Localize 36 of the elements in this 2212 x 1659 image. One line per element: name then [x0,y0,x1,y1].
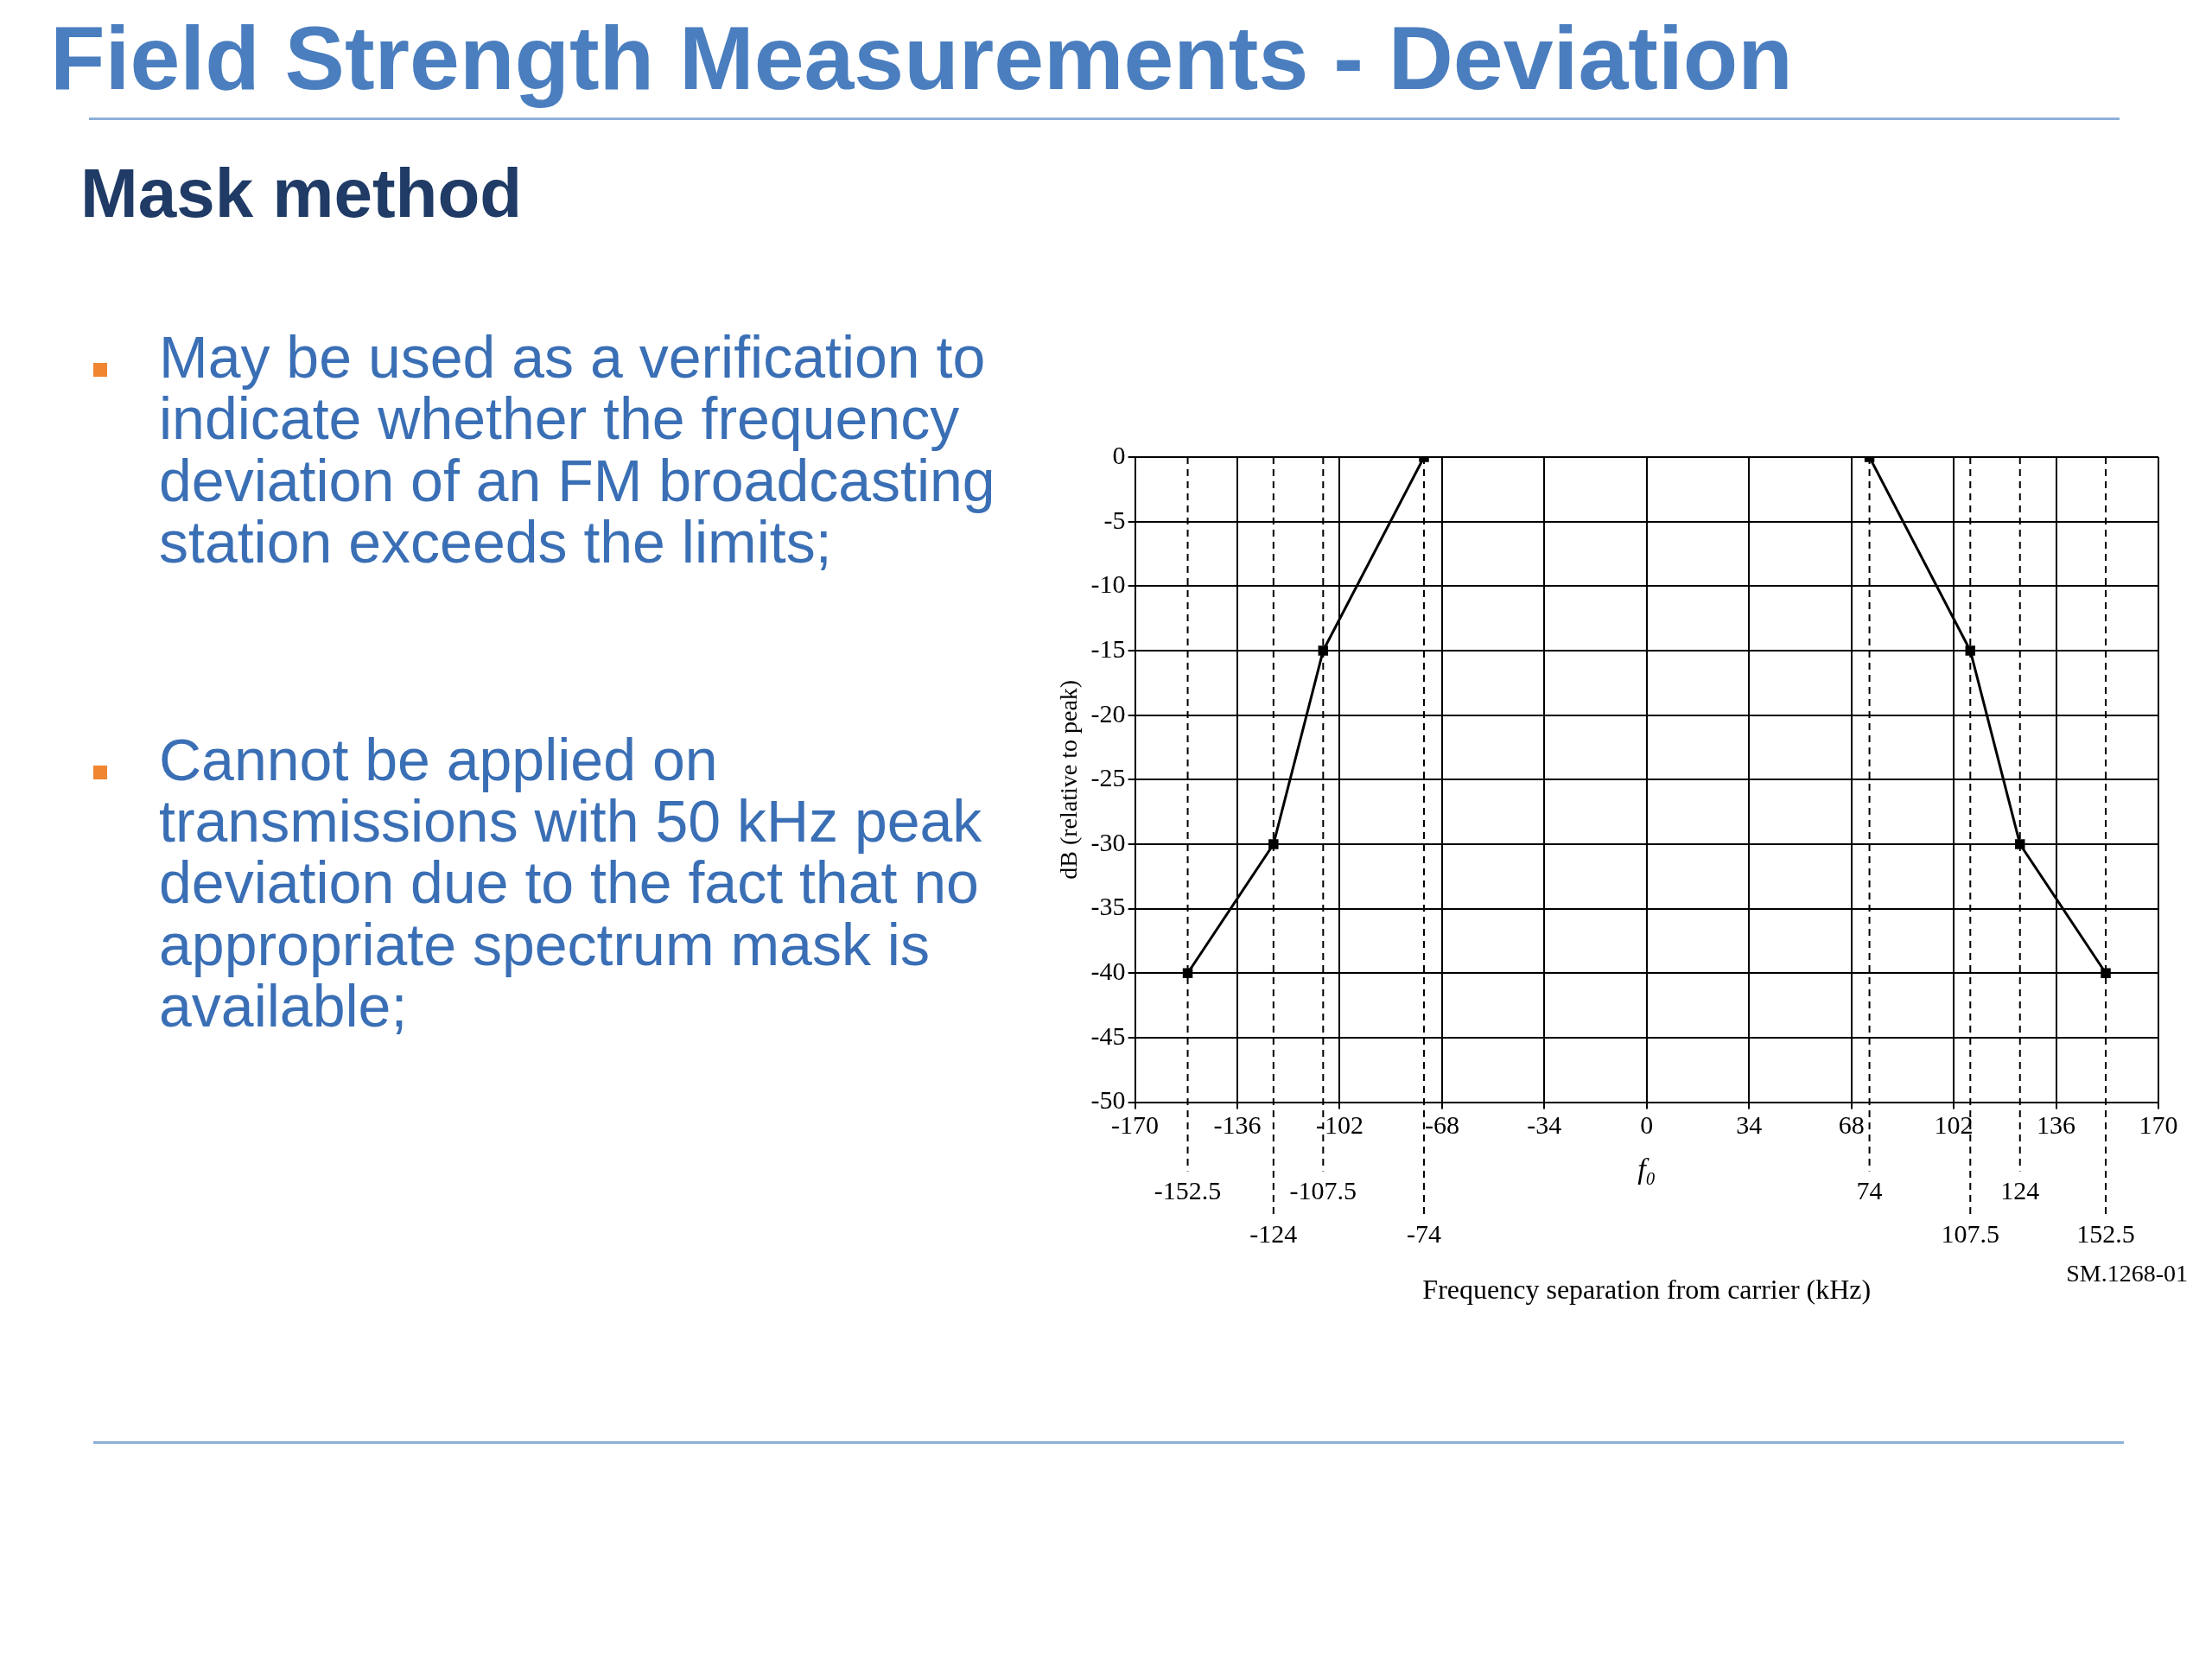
y-tick-label: -5 [1103,505,1126,534]
ref-line-label: -74 [1407,1219,1442,1249]
x-tick-label: 68 [1838,1110,1865,1140]
ref-line-label: -124 [1249,1219,1298,1249]
x-tick-label: 0 [1640,1110,1654,1140]
text: May be used as a verification to indicate whether the frequency deviation of an FM broadcasting station exceeds the limits; [159,324,996,575]
ref-line-label: -152.5 [1154,1176,1222,1205]
text: SM.1268-01 [2066,1260,2188,1287]
text: Mask method [80,154,523,233]
text: f₀ [1637,1152,1656,1185]
x-tick-label: 34 [1736,1110,1763,1140]
ref-line-label: 74 [1856,1176,1883,1205]
y-tick-label: -45 [1090,1020,1126,1050]
ref-line-label: 152.5 [2076,1219,2135,1249]
x-tick-label: 170 [2139,1110,2178,1140]
y-tick-label: -40 [1090,957,1126,986]
ref-line-label: -107.5 [1289,1176,1357,1205]
y-tick-label: -10 [1090,569,1126,599]
ref-line-label: 107.5 [1941,1219,2000,1249]
y-tick-label: 0 [1112,440,1126,469]
x-tick-label: 136 [2037,1110,2076,1140]
x-tick-label: -136 [1213,1110,1262,1140]
y-tick-label: -15 [1090,633,1126,663]
x-tick-label: 102 [1934,1110,1974,1140]
y-tick-label: -30 [1090,827,1126,856]
chart-title: Field Strength Measurements - Deviation [50,7,1793,110]
x-axis-title: Frequency separation from carrier (kHz) [1422,1274,1872,1306]
y-axis-title: dB (relative to peak) [1055,679,1083,880]
x-tick-label: -34 [1527,1110,1562,1140]
y-tick-label: -35 [1090,892,1126,921]
x-tick-label: -68 [1424,1110,1459,1140]
y-tick-label: -20 [1090,698,1126,728]
x-tick-label: -102 [1315,1110,1363,1140]
y-tick-label: -25 [1090,763,1126,792]
text: Cannot be applied on transmissions with 50 kHz peak deviation due to the fact that no appropriate spectrum mask is available; [159,726,982,1039]
ref-line-label: 124 [2000,1176,2040,1205]
